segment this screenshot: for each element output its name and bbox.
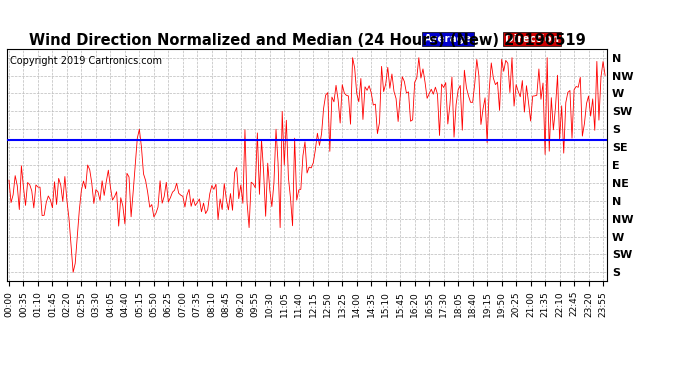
Text: Direction: Direction xyxy=(505,34,559,44)
Text: Copyright 2019 Cartronics.com: Copyright 2019 Cartronics.com xyxy=(10,56,162,66)
Title: Wind Direction Normalized and Median (24 Hours) (New) 20190519: Wind Direction Normalized and Median (24… xyxy=(29,33,585,48)
Text: Average: Average xyxy=(424,34,473,44)
